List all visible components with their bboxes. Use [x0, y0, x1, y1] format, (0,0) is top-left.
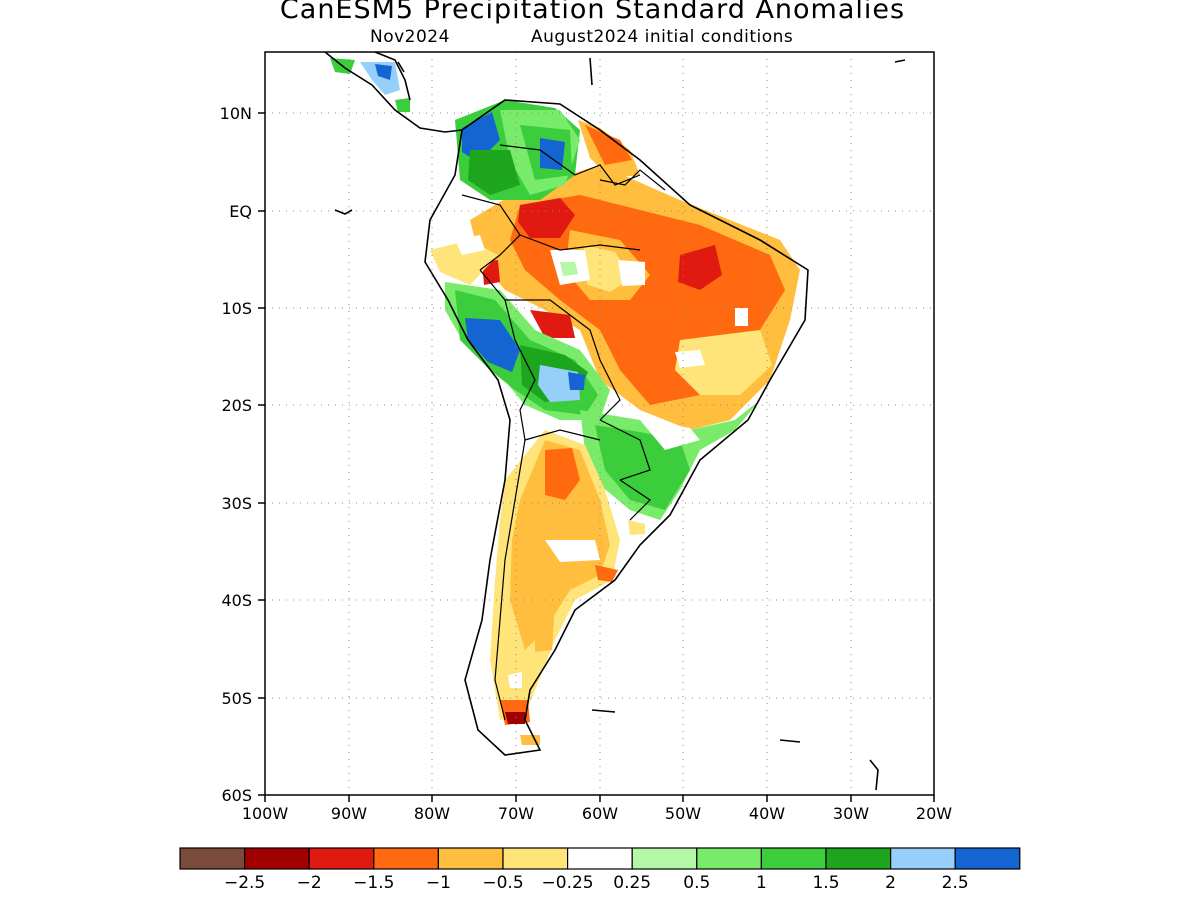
colorbar-label: −1.5	[353, 873, 394, 893]
lat-label: 20S	[221, 396, 252, 415]
colorbar-swatch	[825, 847, 892, 870]
colorbar-label: −2.5	[224, 873, 265, 893]
colorbar-label: 1	[756, 873, 767, 893]
colorbar-swatch	[373, 847, 439, 870]
colorbar-label: −2	[297, 873, 322, 893]
lon-label: 90W	[331, 804, 367, 823]
country-borders	[461, 144, 666, 721]
colorbar-label: 0.25	[613, 873, 651, 893]
lat-label: 60S	[221, 786, 252, 805]
colorbar-label: 2	[885, 873, 896, 893]
lon-label: 30W	[833, 804, 869, 823]
colorbar-swatch	[308, 847, 375, 870]
lon-label: 50W	[665, 804, 701, 823]
lat-label: EQ	[229, 202, 252, 221]
lat-label: 10N	[220, 104, 252, 123]
lon-label: 70W	[498, 804, 534, 823]
colorbar-swatch	[696, 847, 762, 870]
lat-label: 50S	[221, 689, 252, 708]
colorbar-swatch	[502, 847, 569, 870]
colorbar-label: 1.5	[812, 873, 839, 893]
colorbar-label: 2.5	[942, 873, 969, 893]
initial-conditions: August2024 initial conditions	[531, 27, 794, 47]
lat-label: 30S	[221, 494, 252, 513]
colorbar-swatch	[760, 847, 827, 870]
lon-label: 100W	[242, 804, 289, 823]
colorbar-swatch	[954, 847, 1021, 870]
anomaly-field	[330, 58, 808, 755]
lon-label: 80W	[414, 804, 450, 823]
graticule	[265, 52, 934, 795]
colorbar-label: 0.5	[683, 873, 710, 893]
colorbar-swatch	[631, 847, 698, 870]
forecast-month: Nov2024	[370, 27, 450, 47]
colorbar-swatch	[889, 847, 956, 870]
map-title: CanESM5 Precipitation Standard Anomalies	[279, 0, 906, 25]
colorbar-swatch	[179, 847, 246, 870]
colorbar-swatch	[437, 847, 504, 870]
lat-label: 40S	[221, 591, 252, 610]
lon-label: 20W	[916, 804, 952, 823]
lon-label: 60W	[582, 804, 618, 823]
colorbar-label: −1	[426, 873, 451, 893]
colorbar-swatch	[244, 847, 310, 870]
lat-label: 10S	[221, 299, 252, 318]
colorbar-label: −0.5	[482, 873, 523, 893]
lon-label: 40W	[749, 804, 785, 823]
colorbar-label: −0.25	[542, 873, 594, 893]
colorbar-swatch	[566, 847, 633, 870]
coastlines	[324, 52, 906, 791]
colorbar: −2.5 −2 −1.5 −1 −0.5 −0.25 0.25 0.5 1 1.5 2 2.5	[179, 847, 1021, 893]
